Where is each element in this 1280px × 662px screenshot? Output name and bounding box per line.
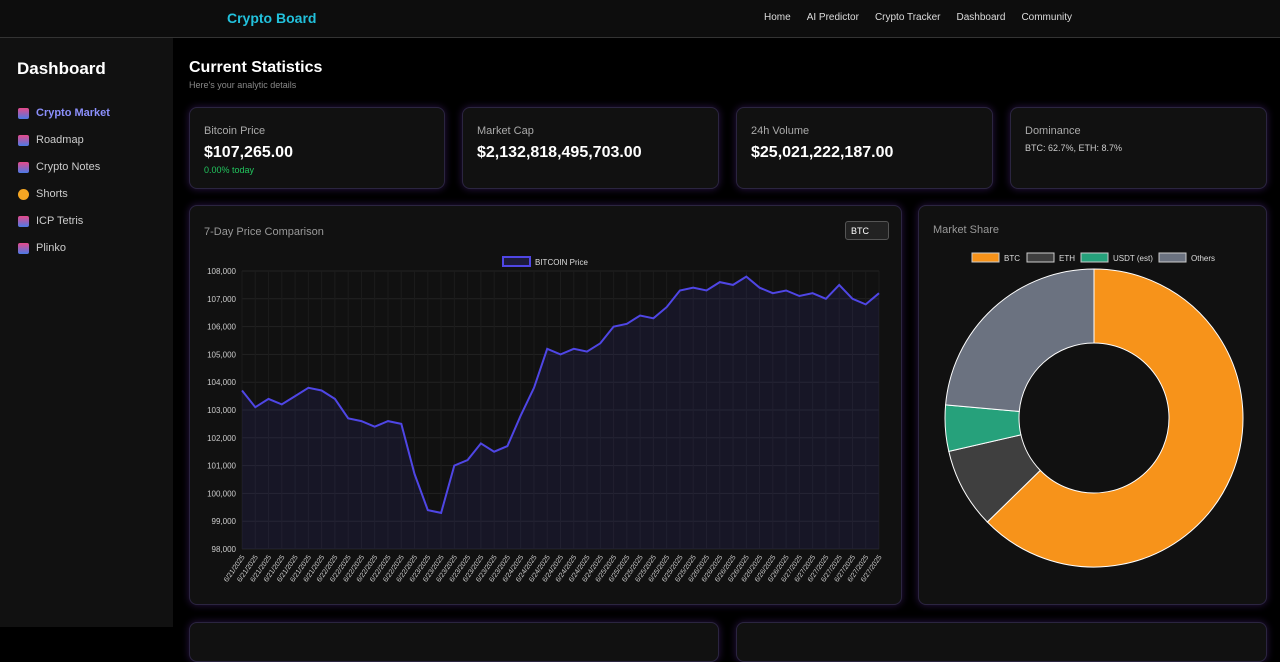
legend-label: BTC (1004, 254, 1020, 263)
chart-title: Market Share (933, 224, 999, 236)
chart-title: 7-Day Price Comparison (204, 226, 324, 238)
stat-label: Bitcoin Price (204, 125, 266, 137)
y-tick-label: 105,000 (207, 350, 236, 359)
sidebar-label: Crypto Market (36, 107, 110, 119)
y-tick-label: 107,000 (207, 295, 236, 304)
legend-swatch (502, 256, 531, 267)
stat-value: $107,265.00 (204, 144, 293, 161)
sidebar-label: ICP Tetris (36, 215, 84, 227)
sidebar-icon (18, 107, 29, 119)
sidebar-item[interactable]: Shorts (18, 188, 68, 200)
doughnut-chart: Market Share BTC ETH USDT (est) Others (933, 224, 1244, 568)
page-title: Current Statistics (189, 59, 323, 76)
y-tick-label: 108,000 (207, 267, 236, 276)
sidebar-title: Dashboard (17, 59, 106, 78)
legend-swatch (1026, 252, 1055, 263)
nav-link[interactable]: AI Predictor (806, 12, 859, 23)
sidebar-label: Shorts (36, 188, 68, 200)
legend-swatch (1158, 252, 1187, 263)
stat-card: Market Cap $2,132,818,495,703.00 (462, 107, 719, 189)
stat-card: Bitcoin Price $107,265.00 0.00% today (189, 107, 445, 189)
y-tick-label: 99,000 (212, 517, 237, 526)
stat-change: 0.00% today (204, 165, 255, 175)
sidebar-icon (18, 134, 29, 146)
y-tick-label: 103,000 (207, 406, 236, 415)
nav-link[interactable]: Community (1021, 12, 1073, 23)
brand[interactable]: Crypto Board (227, 10, 317, 26)
stat-detail: BTC: 62.7%, ETH: 8.7% (1025, 143, 1123, 153)
sidebar-icon (18, 188, 29, 200)
stat-value: $2,132,818,495,703.00 (477, 144, 642, 161)
card (189, 622, 719, 662)
y-tick-label: 101,000 (207, 462, 236, 471)
doughnut-slice (945, 268, 1095, 412)
sidebar: Dashboard Crypto Market Roadmap Crypto Not… (0, 38, 173, 627)
sidebar-item[interactable]: Plinko (18, 242, 66, 254)
stat-label: Market Cap (477, 125, 534, 137)
y-tick-label: 106,000 (207, 323, 236, 332)
legend-label: ETH (1059, 254, 1075, 263)
sidebar-label: Crypto Notes (36, 161, 101, 173)
legend-swatch (971, 252, 1000, 263)
sidebar-item[interactable]: Crypto Notes (18, 161, 100, 173)
nav-link[interactable]: Home (764, 12, 791, 23)
y-tick-label: 104,000 (207, 378, 236, 387)
y-tick-label: 98,000 (212, 545, 237, 554)
sidebar-icon (18, 161, 29, 173)
stat-label: Dominance (1025, 125, 1081, 137)
pie-chart-card: Market Share BTC ETH USDT (est) Others (918, 205, 1267, 605)
sidebar-icon (18, 215, 29, 227)
sidebar-label: Plinko (36, 242, 66, 254)
y-tick-label: 102,000 (207, 434, 236, 443)
stat-card: 24h Volume $25,021,222,187.00 (736, 107, 993, 189)
stat-value: $25,021,222,187.00 (751, 144, 894, 161)
sidebar-icon (18, 242, 29, 254)
sidebar-item[interactable]: ICP Tetris (18, 215, 83, 227)
line-chart: 7-Day Price Comparison 98,000 99,000 100,00… (204, 226, 884, 584)
sidebar-label: Roadmap (36, 134, 84, 146)
nav-links: Home AI Predictor Crypto Tracker Dashboard C… (764, 12, 1072, 23)
nav-link[interactable]: Dashboard (956, 12, 1006, 23)
nav-link[interactable]: Crypto Tracker (874, 12, 941, 23)
stat-label: 24h Volume (751, 125, 810, 137)
y-tick-label: 100,000 (207, 489, 236, 498)
top-nav: Crypto Board Home AI Predictor Crypto Trac… (0, 0, 1280, 38)
doughnut-slice (986, 268, 1244, 568)
legend-swatch (1080, 252, 1109, 263)
legend-label: BITCOIN Price (535, 258, 588, 267)
page-subtitle: Here's your analytic details (189, 80, 297, 90)
card (736, 622, 1267, 662)
sidebar-item[interactable]: Crypto Market (18, 107, 110, 119)
line-chart-card: 7-Day Price Comparison 98,000 99,000 100,00… (189, 205, 902, 605)
area (242, 276, 879, 549)
stat-card: Dominance BTC: 62.7%, ETH: 8.7% (1010, 107, 1267, 189)
legend-label: Others (1191, 254, 1215, 263)
sidebar-item[interactable]: Roadmap (18, 134, 84, 146)
coin-select[interactable]: BTC (845, 221, 889, 240)
line (241, 275, 880, 515)
legend-label: USDT (est) (1113, 254, 1153, 263)
